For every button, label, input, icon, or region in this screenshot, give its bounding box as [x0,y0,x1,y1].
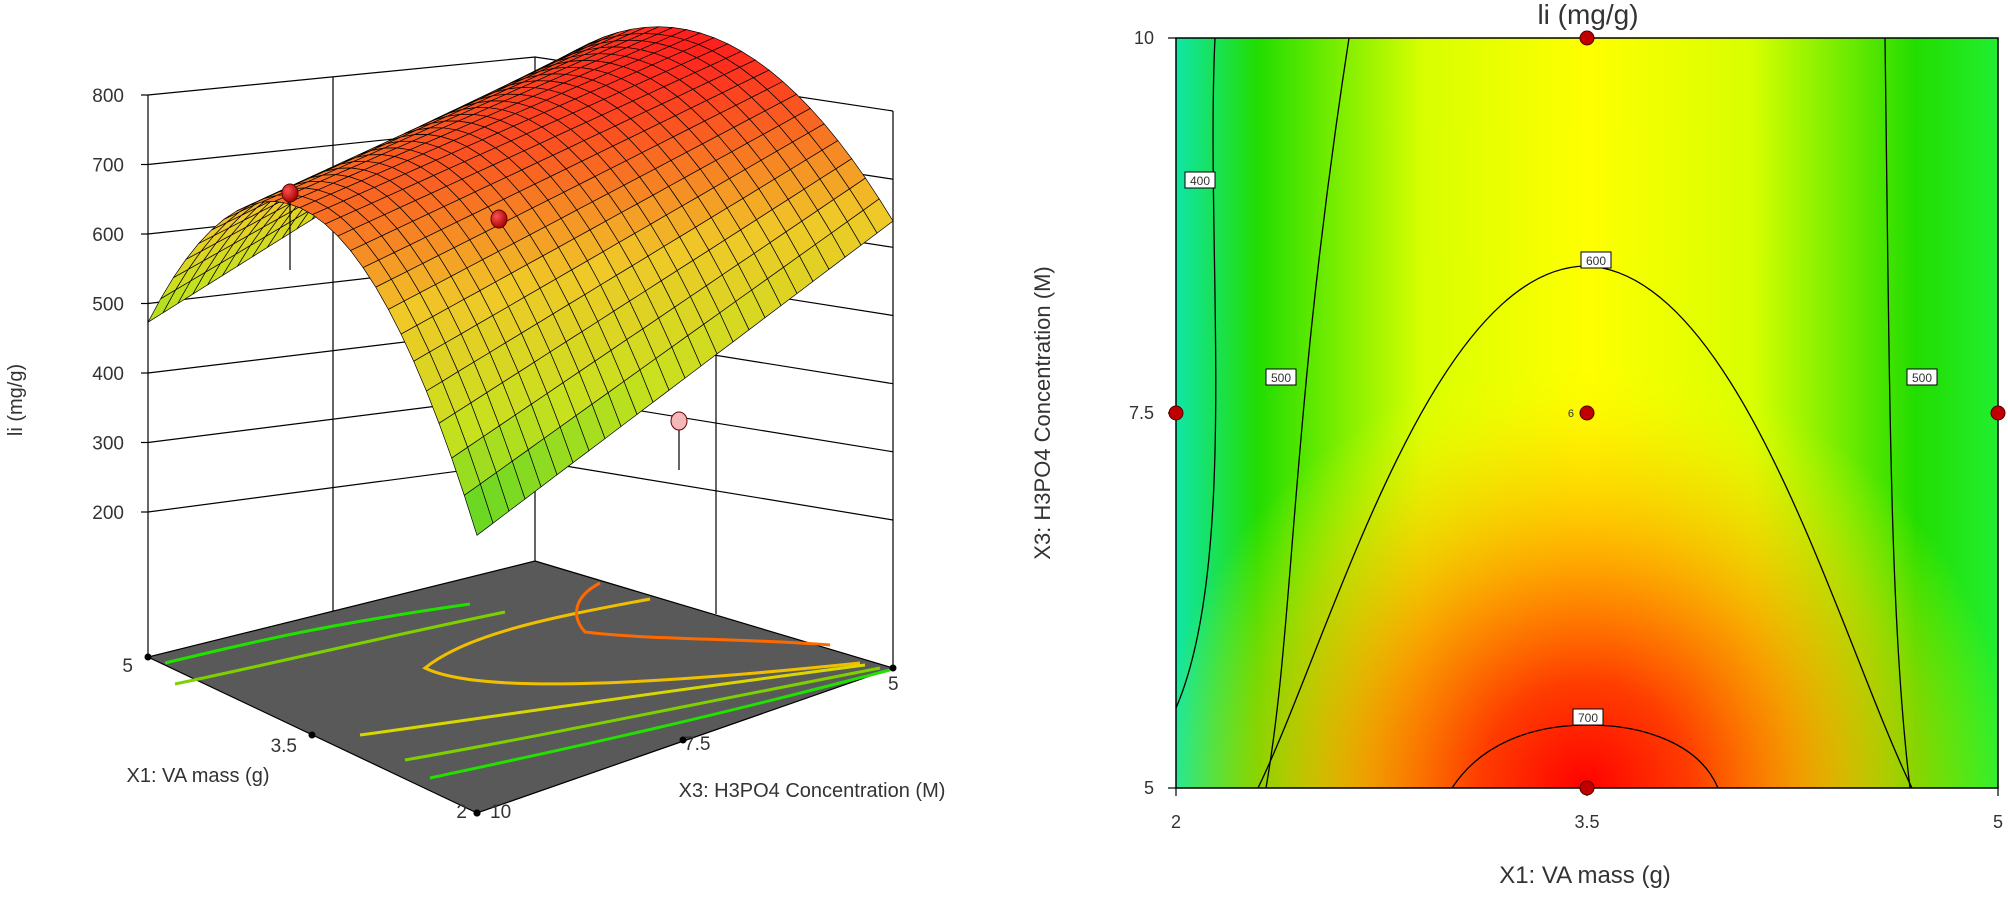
contour-design-points: 6 [1168,30,2006,796]
contour-axes: 2 3.5 5 5 7.5 10 [1129,28,2003,832]
contour-y-axis-label: X3: H3PO4 Concentration (M) [1030,266,1055,559]
contour-design-point [1579,405,1595,421]
contour-label-500: 500 [1271,371,1291,385]
surface-z-axis-label: li (mg/g) [5,364,27,436]
surface-y-tick-label: 5 [888,674,899,695]
contour-x-tick-label: 2 [1171,812,1181,832]
contour-design-point [1990,405,2006,421]
surface-y-axis-label: X3: H3PO4 Concentration (M) [679,780,946,802]
surface-design-point-center [490,209,508,229]
surface-z-tick-label: 600 [92,225,124,246]
surface-y-tick-label: 10 [490,802,511,823]
surface-design-point-below [670,411,688,431]
contour-label-400: 400 [1190,174,1210,188]
floor-contour-line [164,602,471,665]
floor-contour-line [429,668,891,780]
contour-label-700: 700 [1578,711,1598,725]
floor-contour-line [422,597,861,686]
contour-design-point [1579,780,1595,796]
floor-contour-line [404,666,881,762]
contour-y-tick-label: 5 [1144,778,1154,798]
surface-x-axis-label: X1: VA mass (g) [126,765,269,787]
surface-z-tick-label: 300 [92,434,124,455]
contour-label-600: 600 [1586,254,1606,268]
contour-y-tick-label: 10 [1134,28,1154,48]
surface-z-tick-label: 500 [92,295,124,316]
surface-x-tick [308,731,316,739]
contour-label-500: 500 [1912,371,1932,385]
surface-x-tick [144,653,152,661]
surface-y-tick-label: 7.5 [684,734,710,755]
contour-x-tick-label: 5 [1993,812,2003,832]
contour-line [1176,38,1217,709]
surface-x-tick-label: 3.5 [271,736,297,757]
surface-z-tick-label: 200 [92,503,124,524]
surface-z-tick-label: 400 [92,364,124,385]
floor-contour-line [174,610,506,686]
surface-design-point-above [281,183,299,203]
floor-contours [164,581,891,780]
contour-design-point [1579,30,1595,46]
contour-label-box [1580,251,1612,269]
contour-line [1884,38,1911,788]
surface-mesh [147,26,894,536]
surface-x-tick-label: 2 [456,802,467,823]
contour-x-tick-label: 3.5 [1574,812,1599,832]
contour-y-tick-label: 7.5 [1129,403,1154,423]
surface-x-tick-label: 5 [122,656,133,677]
floor-contour-line [359,663,866,737]
contour-line [1265,38,1350,788]
surface-z-tick-label: 700 [92,156,124,177]
contour-label-box [1184,171,1216,189]
surface-z-tick-label: 800 [92,86,124,107]
contour-label-box [1265,368,1297,386]
surface-plot: 200 300 400 500 600 700 800 5 3.5 2 10 7.5 5 li (mg/… [5,26,946,823]
surface-y-tick [889,664,897,672]
contour-design-point [1168,405,1184,421]
contour-label-box [1572,708,1604,726]
contour-level-labels: 400 500 500 600 700 [1184,171,1938,726]
surface-y-tick [679,736,687,744]
floor-contour-line [575,581,831,647]
surface-design-points [281,183,688,470]
center-replicate-label: 6 [1568,408,1574,420]
surface-y-tick [473,809,481,817]
contour-x-axis-label: X1: VA mass (g) [1499,862,1671,889]
contour-title: li (mg/g) [1537,0,1638,30]
surface-cell [463,483,494,536]
surface-axes: 200 300 400 500 600 700 800 5 3.5 2 10 7.5 5 [92,86,898,823]
contour-label-box [1906,368,1938,386]
